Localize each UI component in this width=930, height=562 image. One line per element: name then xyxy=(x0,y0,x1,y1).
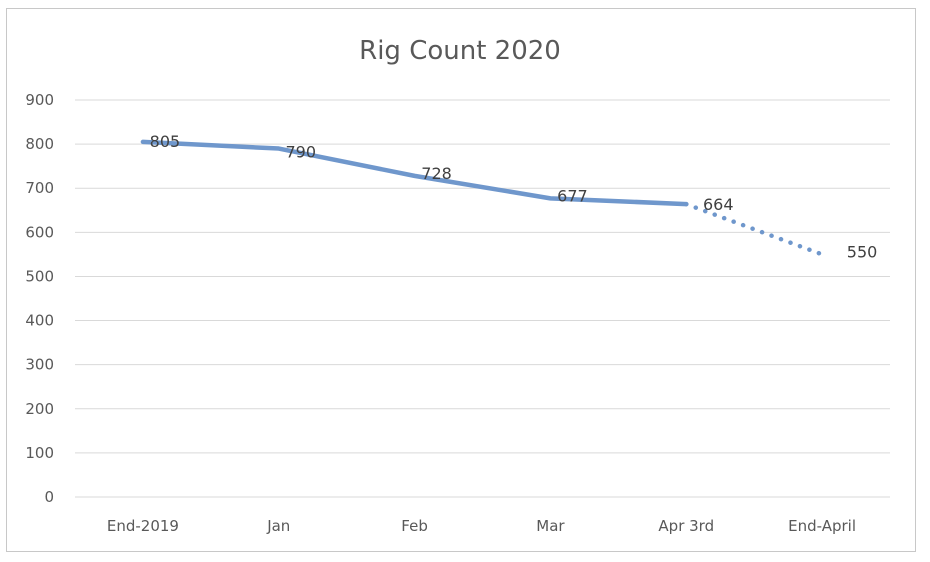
x-tick-label: Feb xyxy=(401,517,428,535)
y-tick-label: 800 xyxy=(25,135,54,153)
y-tick-label: 600 xyxy=(25,223,54,241)
gridlines xyxy=(75,99,890,498)
y-tick-label: 900 xyxy=(25,91,54,109)
y-tick-label: 200 xyxy=(25,400,54,418)
data-label: 677 xyxy=(557,186,588,205)
data-label: 805 xyxy=(150,132,181,151)
data-label: 664 xyxy=(703,195,734,214)
series-line-actual xyxy=(140,139,689,207)
data-label: 728 xyxy=(421,164,452,183)
y-tick-label: 400 xyxy=(25,312,54,330)
y-tick-label: 500 xyxy=(25,267,54,285)
data-labels: 805 790 728 677 664 550 xyxy=(150,132,878,261)
chart-frame xyxy=(6,8,916,552)
chart-title: Rig Count 2020 xyxy=(359,36,561,66)
y-tick-label: 100 xyxy=(25,444,54,462)
series-rig-count xyxy=(140,139,825,257)
data-label: 790 xyxy=(285,143,316,162)
y-tick-label: 700 xyxy=(25,179,54,197)
x-tick-label: Mar xyxy=(536,517,565,535)
x-tick-label: Apr 3rd xyxy=(658,517,714,535)
x-tick-label: End-2019 xyxy=(107,517,179,535)
x-tick-label: End-April xyxy=(788,517,856,535)
y-axis-ticks: 0 100 200 300 400 500 600 700 800 900 xyxy=(25,91,54,506)
data-label: 550 xyxy=(847,242,878,261)
x-tick-label: Jan xyxy=(266,517,290,535)
y-tick-label: 0 xyxy=(44,488,54,506)
x-axis-ticks: End-2019 Jan Feb Mar Apr 3rd End-April xyxy=(107,517,856,535)
series-line-projected xyxy=(684,201,825,257)
y-tick-label: 300 xyxy=(25,356,54,374)
